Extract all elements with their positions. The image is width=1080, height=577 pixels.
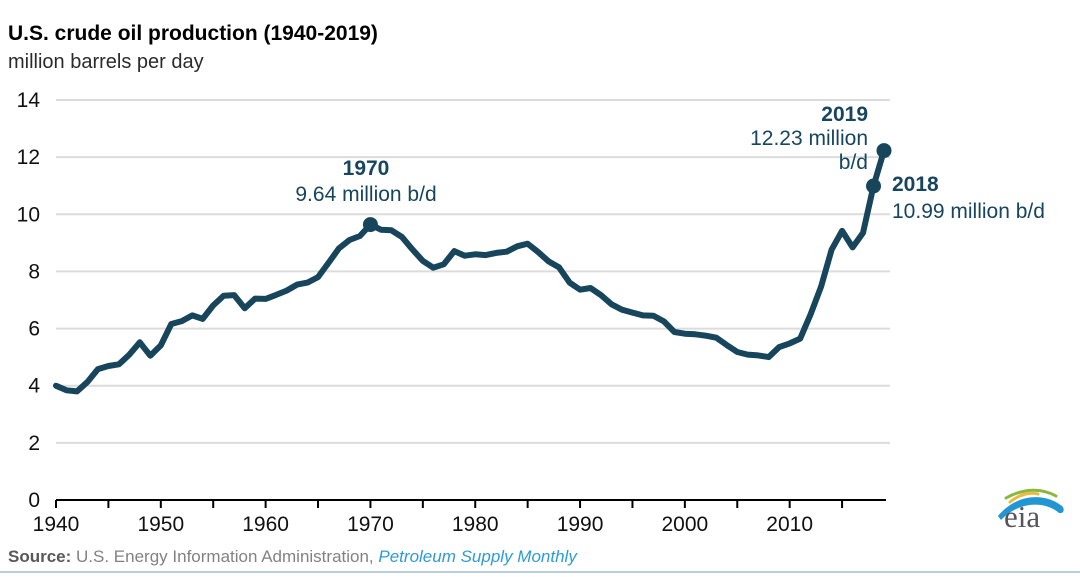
x-tick-label-2010: 2010	[766, 513, 813, 536]
x-tick-label-1950: 1950	[137, 513, 184, 536]
x-tick-label-1970: 1970	[347, 513, 394, 536]
x-tick-label-1960: 1960	[242, 513, 289, 536]
source-label: Source:	[8, 547, 72, 566]
data-point-2018	[866, 178, 882, 194]
source-text: U.S. Energy Information Administration,	[71, 547, 379, 566]
annotation-2019-value-line1: 12.23 million	[750, 127, 868, 150]
annotation-1970-year: 1970	[342, 157, 390, 180]
eia-logo-text: eia	[1004, 499, 1040, 534]
bottom-divider	[0, 571, 1080, 573]
chart-title: U.S. crude oil production (1940-2019)	[8, 22, 378, 45]
y-tick-label-8: 8	[28, 260, 40, 283]
data-point-2019	[876, 143, 892, 159]
annotation-2018-value: 10.99 million b/d	[892, 200, 1045, 223]
annotation-1970-value: 9.64 million b/d	[295, 183, 437, 206]
eia-logo-green-arc	[1004, 488, 1058, 500]
y-tick-label-14: 14	[17, 89, 41, 112]
eia-logo-blue-swoosh	[998, 497, 1064, 520]
annotation-2019: 2019 12.23 million b/d	[750, 103, 868, 175]
y-tick-label-12: 12	[17, 146, 40, 169]
y-tick-label-6: 6	[28, 318, 40, 341]
eia-logo: eia	[998, 488, 1064, 534]
y-tick-label-10: 10	[17, 203, 40, 226]
annotation-2019-value-line2: b/d	[838, 151, 868, 174]
source-publication: Petroleum Supply Monthly	[378, 547, 577, 566]
annotation-2018: 2018 10.99 million b/d	[892, 171, 1045, 225]
annotation-2019-year: 2019	[821, 103, 868, 126]
production-line	[53, 147, 887, 395]
chart-subtitle: million barrels per day	[8, 51, 204, 73]
y-tick-label-4: 4	[28, 375, 40, 398]
data-point-1970	[362, 217, 378, 233]
annotation-1970: 1970 9.64 million b/d	[246, 156, 486, 208]
x-tick-label-1940: 1940	[33, 513, 80, 536]
x-tick-label-1980: 1980	[452, 513, 499, 536]
y-tick-label-2: 2	[28, 432, 40, 455]
y-tick-label-0: 0	[28, 489, 40, 512]
eia-logo-yellow-arc	[1008, 491, 1040, 504]
annotation-2018-year: 2018	[892, 173, 939, 196]
x-tick-label-2000: 2000	[662, 513, 709, 536]
source-line: Source: U.S. Energy Information Administ…	[8, 547, 577, 567]
x-tick-label-1990: 1990	[557, 513, 604, 536]
